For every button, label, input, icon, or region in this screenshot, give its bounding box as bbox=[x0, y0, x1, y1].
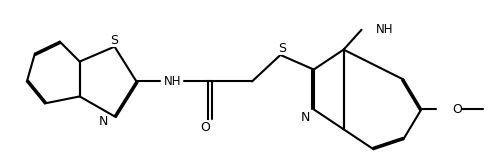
Text: O: O bbox=[452, 103, 462, 116]
Text: NH: NH bbox=[375, 23, 393, 36]
Text: NH: NH bbox=[163, 75, 181, 88]
Text: N: N bbox=[99, 115, 109, 128]
Text: O: O bbox=[200, 121, 210, 134]
Text: S: S bbox=[278, 42, 286, 55]
Text: S: S bbox=[111, 34, 119, 47]
Text: N: N bbox=[300, 111, 310, 124]
